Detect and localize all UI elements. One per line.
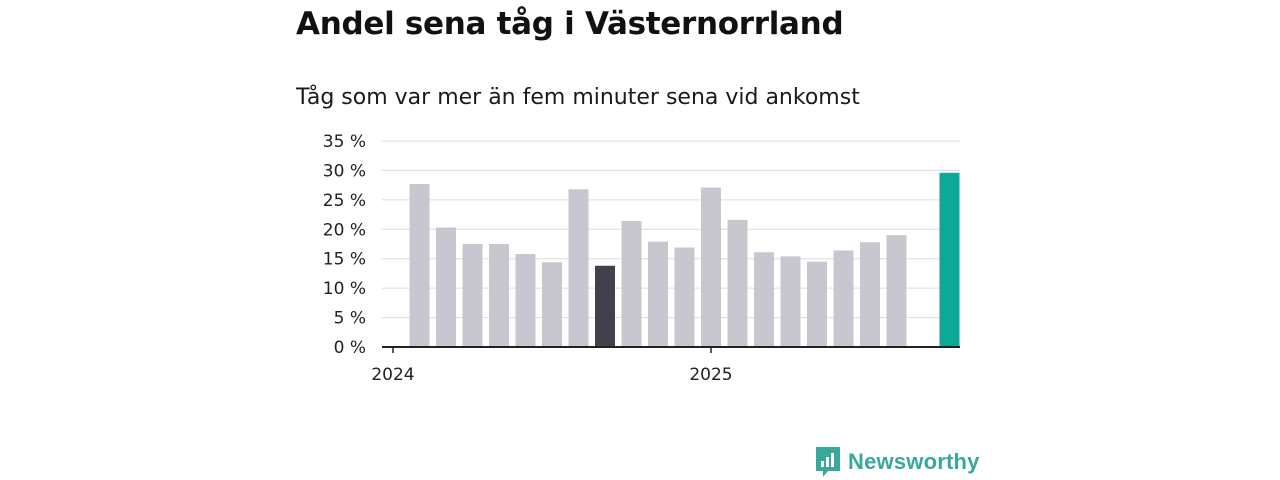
bar-2025-06 [833, 250, 854, 347]
bar-2025-02 [727, 219, 748, 347]
bar-2024-06 [515, 254, 536, 347]
bar-2025-10 [939, 172, 960, 347]
bar-2024-09 [595, 265, 615, 347]
y-tick-label: 15 % [323, 250, 366, 270]
y-tick-label: 0 % [334, 338, 366, 358]
chart-subtitle: Tåg som var mer än fem minuter sena vid … [296, 85, 860, 110]
bar-2024-05 [489, 244, 509, 347]
bar-2024-07 [542, 262, 562, 347]
bar-2024-02 [409, 183, 430, 347]
bar-2025-04 [780, 256, 801, 347]
bar-2025-05 [807, 261, 827, 347]
x-tick-label: 2024 [371, 365, 414, 385]
newsworthy-logo-icon [816, 447, 840, 477]
brand-logo: Newsworthy [814, 444, 980, 480]
bar-2024-11 [648, 241, 668, 347]
y-tick-label: 20 % [323, 220, 366, 240]
bars [409, 172, 960, 347]
bar-chart: 0 % 5 % 10 % 15 % 20 % 25 % 30 % 35 % 2024 2025 [323, 132, 960, 385]
y-tick-label: 30 % [323, 161, 366, 181]
y-axis-ticks: 0 % 5 % 10 % 15 % 20 % 25 % 30 % 35 % [323, 132, 366, 358]
y-tick-label: 35 % [323, 132, 366, 152]
chart-title: Andel sena tåg i Västernorrland [296, 6, 844, 42]
bar-2025-01 [701, 187, 721, 347]
y-tick-label: 5 % [334, 309, 366, 329]
brand-name: Newsworthy [848, 449, 980, 474]
bar-2025-07 [860, 242, 880, 347]
y-tick-label: 25 % [323, 191, 366, 211]
bar-2025-08 [886, 235, 907, 347]
y-tick-label: 10 % [323, 279, 366, 299]
bar-2024-12 [674, 247, 695, 347]
x-tick-label: 2025 [689, 365, 732, 385]
bar-2025-03 [754, 252, 774, 347]
bar-2024-03 [436, 227, 456, 347]
x-axis-ticks: 2024 2025 [371, 347, 733, 385]
bar-2024-04 [462, 244, 483, 347]
bar-2024-10 [621, 221, 642, 347]
bar-2024-08 [568, 189, 589, 347]
